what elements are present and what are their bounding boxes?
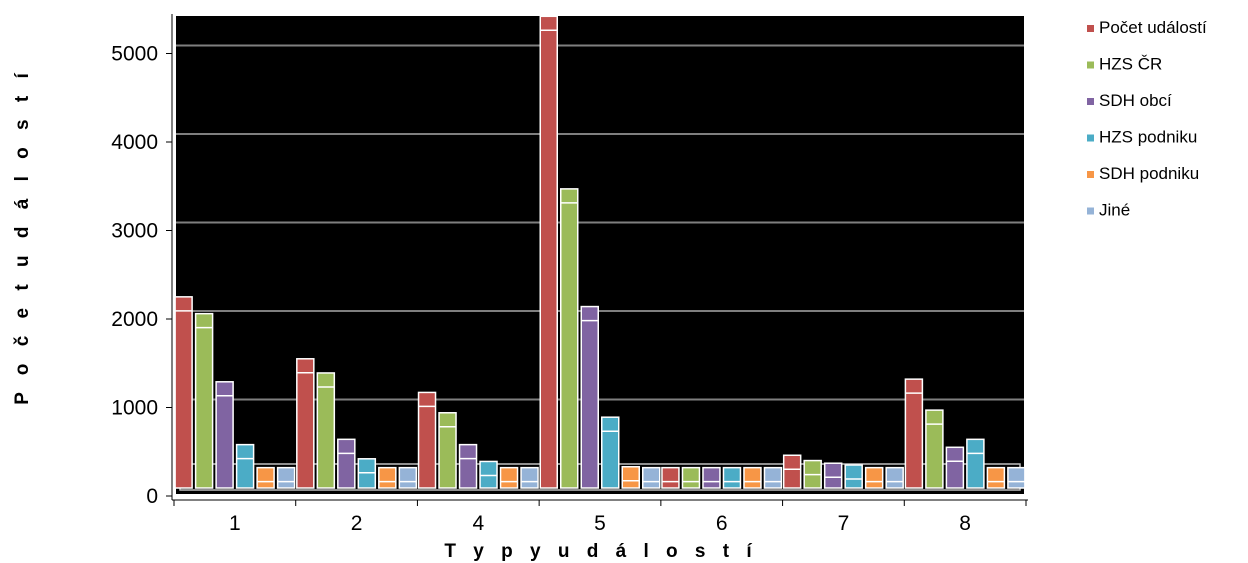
legend-swatch: [1087, 134, 1094, 142]
bar: [194, 312, 214, 489]
bar: [499, 466, 519, 489]
bar: [215, 381, 234, 489]
bar: [823, 462, 843, 489]
bar: [722, 466, 742, 489]
bar: [316, 372, 336, 489]
bar: [702, 466, 721, 489]
legend-swatch: [1087, 25, 1094, 32]
bar: [1007, 466, 1026, 489]
bar: [337, 438, 356, 489]
bar: [174, 296, 193, 489]
bar: [398, 466, 418, 489]
y-tick-label: 4000: [111, 131, 158, 154]
x-axis: 1 2 4 5 6 7 8: [172, 499, 1028, 535]
bar: [520, 466, 539, 489]
legend-swatch: [1087, 98, 1094, 105]
bar: [378, 466, 397, 489]
x-tick-label: 7: [838, 512, 850, 535]
x-tick-label: 8: [959, 512, 971, 535]
bar: [560, 188, 579, 489]
x-tick-label: 6: [716, 512, 728, 535]
y-tick-label: 5000: [111, 43, 158, 66]
bar: [966, 438, 985, 489]
bar: [681, 466, 701, 489]
y-axis: 0 1000 2000 3000 4000 5000: [111, 14, 173, 508]
bar: [763, 466, 783, 489]
bar: [601, 416, 620, 489]
x-tick-label: 2: [351, 512, 363, 535]
legend-label: SDH obcí: [1099, 91, 1172, 110]
x-tick-label: 4: [472, 512, 484, 535]
bar: [235, 443, 255, 489]
y-axis-title: P o č e t u d á l o s t í: [12, 67, 33, 405]
bar: [256, 466, 275, 489]
legend-label: Počet událostí: [1099, 18, 1207, 37]
bars: [174, 15, 1026, 489]
bar: [743, 466, 762, 489]
bar: [276, 466, 296, 489]
bar: [782, 454, 802, 489]
y-tick-label: 3000: [111, 220, 158, 243]
x-axis-title: T y p y u d á l o s t í: [444, 541, 757, 562]
bar: [539, 15, 558, 489]
bar: [986, 466, 1006, 489]
y-tick-label: 0: [146, 485, 158, 508]
legend-label: SDH podniku: [1099, 164, 1199, 183]
bar: [864, 466, 884, 489]
bar: [642, 466, 661, 489]
bar: [844, 464, 863, 489]
bar: [661, 466, 680, 489]
bar: [296, 358, 315, 489]
legend: Počet událostí HZS ČR SDH obcí HZS podniku S…: [1087, 18, 1207, 220]
x-tick-label: 5: [594, 512, 606, 535]
legend-label: Jiné: [1099, 201, 1130, 220]
bar: [417, 391, 437, 489]
bar: [458, 443, 478, 489]
legend-label: HZS ČR: [1099, 55, 1162, 74]
legend-swatch: [1087, 207, 1094, 215]
bar: [580, 305, 599, 489]
bar: [621, 466, 640, 489]
y-tick-label: 2000: [111, 308, 158, 331]
bar: [885, 466, 904, 489]
bar: [904, 378, 924, 489]
legend-swatch: [1087, 171, 1094, 178]
bar: [945, 446, 965, 489]
legend-swatch: [1087, 61, 1094, 69]
y-tick-label: 1000: [111, 397, 158, 420]
bar: [925, 409, 944, 489]
legend-label: HZS podniku: [1099, 128, 1197, 147]
bar: [438, 412, 457, 489]
x-tick-label: 1: [229, 512, 241, 535]
